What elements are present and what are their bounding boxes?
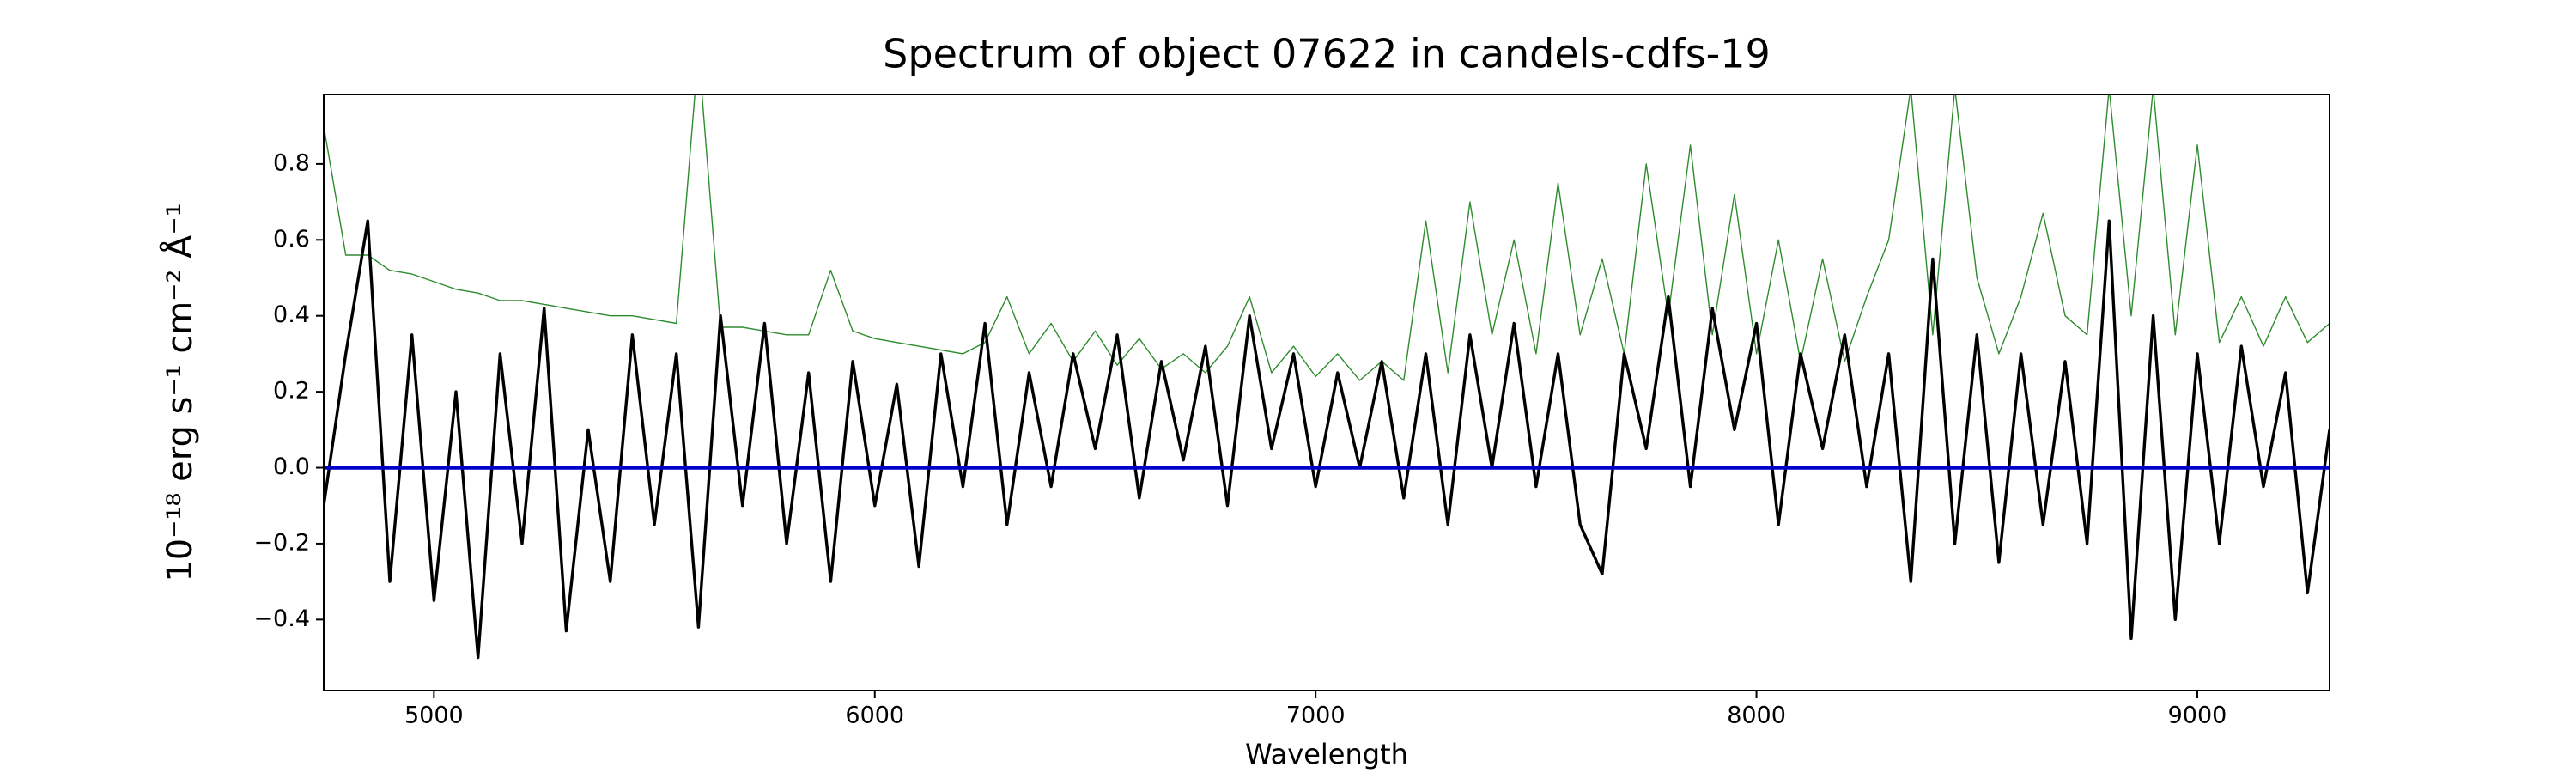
y-tick-label: 0.4 bbox=[273, 301, 310, 328]
spectrum-line bbox=[324, 94, 2330, 381]
y-tick-label: 0.2 bbox=[273, 378, 310, 405]
x-tick-label: 5000 bbox=[404, 703, 464, 729]
plot-area bbox=[324, 94, 2330, 660]
y-tick-label: 0.8 bbox=[273, 149, 310, 176]
y-axis-label: 10⁻¹⁸ erg s⁻¹ cm⁻² Å⁻¹ bbox=[159, 203, 200, 581]
x-axis-label: Wavelength bbox=[1245, 738, 1408, 770]
y-tick-label: 0.6 bbox=[273, 226, 310, 253]
y-tick-label: −0.2 bbox=[253, 529, 310, 556]
chart-title: Spectrum of object 07622 in candels-cdfs… bbox=[883, 31, 1771, 77]
x-tick-label: 6000 bbox=[845, 703, 904, 729]
x-tick-label: 7000 bbox=[1286, 703, 1346, 729]
x-tick-label: 9000 bbox=[2168, 703, 2227, 729]
axes-frame bbox=[323, 94, 2330, 691]
x-tick-label: 8000 bbox=[1727, 703, 1786, 729]
y-tick-label: −0.4 bbox=[253, 606, 310, 632]
y-tick-label: 0.0 bbox=[273, 453, 310, 480]
spectrum-line bbox=[324, 219, 2330, 660]
